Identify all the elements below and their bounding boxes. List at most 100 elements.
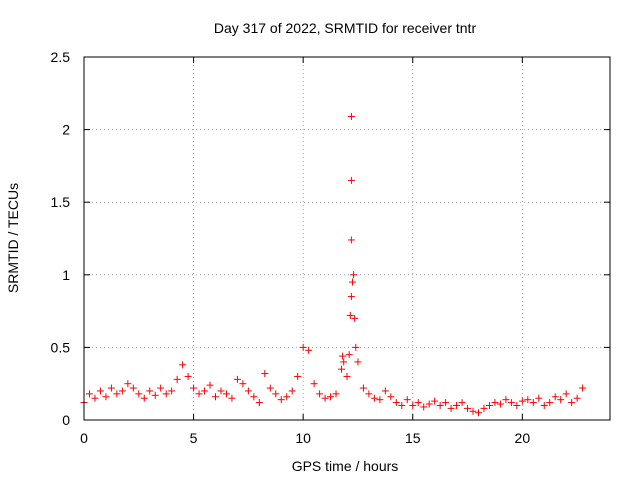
y-tick-label: 1 [62, 267, 70, 283]
data-point [261, 370, 269, 378]
data-point [352, 343, 360, 351]
data-point [475, 409, 482, 417]
data-point [398, 401, 406, 409]
data-point [340, 358, 348, 366]
data-point [573, 394, 581, 402]
data-point [350, 271, 358, 279]
data-point [244, 387, 252, 395]
y-tick-label: 0 [62, 412, 70, 428]
data-point [346, 311, 354, 319]
data-point [283, 393, 291, 401]
data-point [228, 394, 236, 402]
x-tick-label: 15 [405, 430, 421, 446]
data-point [502, 396, 510, 404]
data-point [124, 380, 132, 388]
data-point [496, 400, 504, 408]
data-point [347, 113, 355, 121]
data-point [239, 380, 247, 388]
data-point [480, 404, 488, 412]
data-point [272, 390, 280, 398]
data-point [190, 384, 198, 392]
y-tick-label: 0.5 [51, 339, 71, 355]
x-tick-label: 5 [190, 430, 198, 446]
data-point [425, 400, 433, 408]
data-point [129, 384, 137, 392]
data-point [387, 393, 395, 401]
x-tick-label: 10 [295, 430, 311, 446]
data-point [250, 393, 258, 401]
data-point [222, 390, 230, 398]
data-point [469, 407, 477, 415]
data-point [529, 399, 537, 407]
data-point [568, 399, 576, 407]
data-point [157, 384, 165, 392]
data-point [420, 403, 428, 411]
data-point [392, 399, 400, 407]
data-point [347, 293, 355, 301]
data-point [339, 352, 347, 360]
plot-frame [83, 56, 611, 421]
y-tick-label: 1.5 [51, 194, 71, 210]
data-point [151, 391, 159, 399]
data-point [365, 390, 373, 398]
data-point [184, 372, 192, 380]
x-axis-label: GPS time / hours [292, 458, 399, 474]
data-point [310, 380, 318, 388]
data-point [513, 401, 521, 409]
data-point [436, 401, 444, 409]
x-tick-label: 20 [515, 430, 531, 446]
data-point [299, 343, 307, 351]
data-point [85, 390, 93, 398]
data-point [118, 387, 126, 395]
data-point [179, 361, 187, 369]
data-point [201, 387, 209, 395]
data-point [381, 387, 389, 395]
data-point [321, 394, 329, 402]
data-point [485, 401, 493, 409]
points-layer [80, 113, 587, 417]
y-axis-label: SRMTID / TECUs [5, 183, 21, 293]
data-point [162, 390, 170, 398]
data-point [403, 396, 411, 404]
data-point [557, 396, 565, 404]
data-point [348, 278, 356, 286]
data-point [212, 393, 219, 401]
data-point [354, 358, 362, 366]
x-tick-label: 0 [80, 430, 88, 446]
data-point [288, 387, 296, 395]
data-point [347, 236, 355, 244]
data-point [168, 387, 176, 395]
data-point [206, 381, 214, 389]
data-point [113, 390, 121, 398]
data-point [376, 396, 384, 404]
data-point [414, 399, 422, 407]
data-point [294, 372, 302, 380]
data-point [140, 394, 148, 402]
data-point [458, 399, 466, 407]
data-point [347, 176, 355, 184]
data-point [579, 384, 587, 392]
data-point [332, 390, 340, 398]
data-point [255, 399, 263, 407]
data-point [217, 387, 225, 395]
data-point [518, 397, 526, 405]
data-point [524, 396, 532, 404]
grid-layer [84, 57, 610, 420]
data-point [91, 394, 99, 402]
data-point [277, 396, 285, 404]
data-point [507, 399, 515, 407]
data-point [327, 393, 335, 401]
data-point [442, 399, 450, 407]
data-point [266, 384, 274, 392]
data-point [305, 346, 313, 354]
data-point [370, 394, 378, 402]
data-point [359, 384, 367, 392]
data-point [409, 401, 417, 409]
data-point [316, 390, 324, 398]
tick-layer: 0 0.5 1 1.5 2 2.5 0 5 10 15 20 [51, 49, 610, 446]
y-tick-label: 2 [62, 122, 70, 138]
data-point [173, 375, 181, 383]
data-point [431, 397, 439, 405]
data-point [351, 314, 359, 322]
